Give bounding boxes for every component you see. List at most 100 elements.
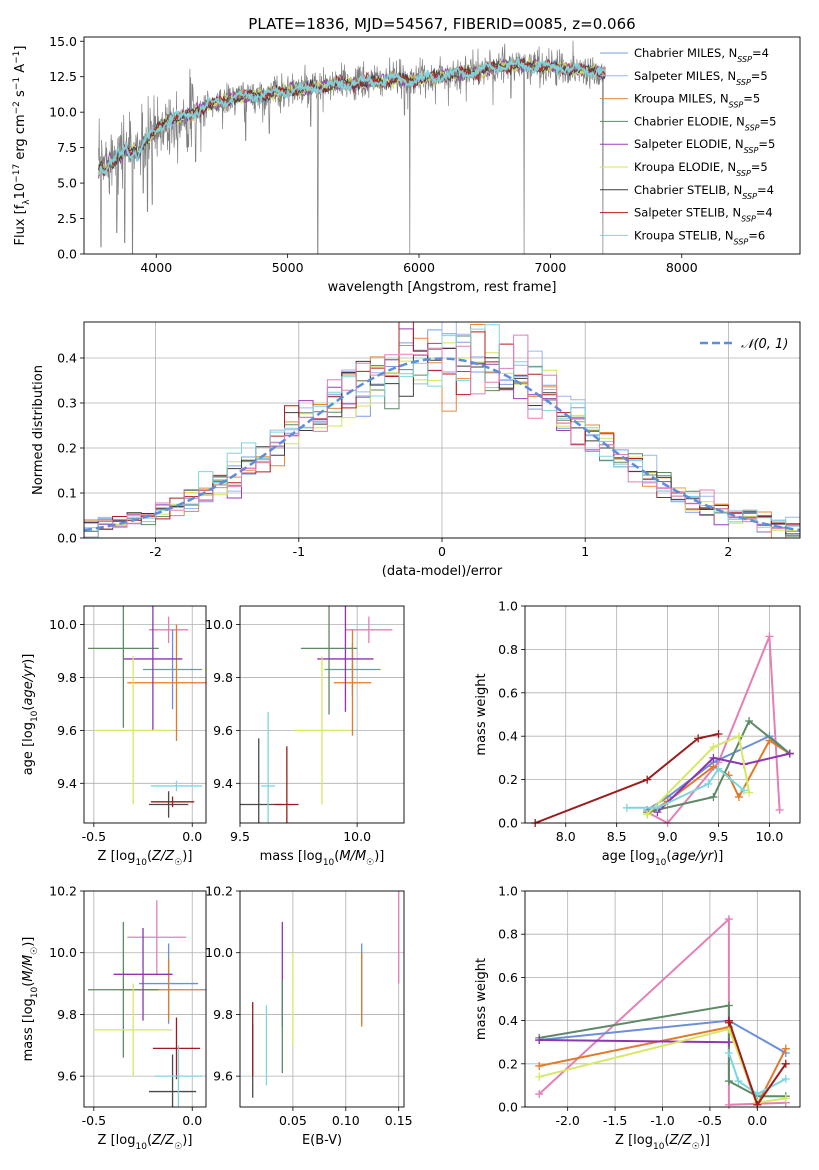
x-axis-label: E(B-V) — [302, 1133, 342, 1148]
x-tick-label: 0 — [438, 544, 446, 559]
axes-frame — [239, 605, 405, 824]
data-point-marker — [709, 792, 718, 801]
legend-label: Kroupa STELIB, NSSP=6 — [634, 228, 765, 246]
y-tick-label: 7.5 — [57, 140, 77, 155]
spectrum-model-line — [98, 57, 606, 179]
data-point-marker — [709, 743, 718, 752]
series-line — [727, 1052, 787, 1096]
legend-label: Salpeter MILES, NSSP=5 — [634, 69, 768, 87]
gaussian-curve — [83, 357, 801, 532]
x-tick-label: 5000 — [272, 260, 304, 275]
x-tick-label: 4000 — [140, 260, 172, 275]
data-point-marker — [709, 762, 718, 771]
y-tick-label: 10.0 — [205, 945, 233, 960]
x-tick-label: 10.0 — [343, 829, 371, 844]
spectrum-panel: 4000 5000 6000 7000 8000 0.0 2.5 5.0 7.5 10.0 12.5… — [12, 34, 801, 295]
y-tick-label: 1.0 — [498, 884, 518, 899]
data-point-marker — [724, 1016, 733, 1025]
legend-label: Kroupa MILES, NSSP=5 — [634, 92, 760, 110]
data-point-marker — [724, 1038, 733, 1047]
y-axis-label: mass [log10(M/M☉)] — [21, 937, 40, 1062]
x-tick-label: 0.0 — [182, 829, 202, 844]
y-tick-label: 10.2 — [49, 884, 77, 899]
y-tick-label: 15.0 — [49, 34, 77, 49]
y-tick-label: 9.8 — [57, 1007, 77, 1022]
data-point-marker — [709, 753, 718, 762]
data-point-marker — [785, 749, 794, 758]
data-point-marker — [694, 734, 703, 743]
y-tick-label: 10.0 — [49, 617, 77, 632]
data-point-marker — [724, 1049, 733, 1057]
axes-frame — [524, 890, 801, 1108]
y-tick-label: 0.6 — [498, 970, 518, 985]
x-axis-label: Z [log10(Z/Z☉)] — [98, 849, 193, 868]
x-tick-label: 8.5 — [607, 829, 627, 844]
x-axis-label: (data-model)/error — [382, 564, 503, 579]
series-line — [646, 734, 751, 816]
legend-label: Salpeter ELODIE, NSSP=5 — [634, 137, 775, 155]
y-tick-label: 9.4 — [57, 776, 77, 791]
data-point-marker — [781, 1094, 790, 1103]
x-axis-label: Z [log10(Z/Z☉)] — [98, 1133, 193, 1152]
series-line — [538, 1028, 786, 1104]
x-tick-label: 9.0 — [658, 829, 678, 844]
y-tick-label: 10.0 — [205, 617, 233, 632]
y-tick-label: 0.1 — [57, 486, 77, 501]
y-tick-label: 0.0 — [57, 247, 77, 262]
y-tick-label: 0.2 — [57, 441, 77, 456]
x-tick-label: -1.0 — [650, 1113, 674, 1128]
figure-title: PLATE=1836, MJD=54567, FIBERID=0085, z=0… — [248, 15, 635, 33]
x-tick-label: -2 — [149, 544, 161, 559]
y-axis-label: mass weight — [474, 958, 489, 1040]
data-point-marker — [724, 1077, 733, 1086]
mass-vs-metallicity-panel: -0.5 0.0 9.6 9.8 10.0 10.2 Z [log10(Z/Z☉)] mass… — [21, 884, 207, 1152]
y-tick-label: 0.0 — [57, 531, 77, 546]
data-point-marker — [765, 632, 774, 641]
residuals-panel: -2 -1 0 1 2 0.0 0.1 0.2 0.3 0.4 (data-model)/error… — [31, 321, 801, 579]
x-tick-label: 0.10 — [332, 1113, 360, 1128]
x-tick-label: 6000 — [403, 260, 435, 275]
age-vs-mass-panel: 9.5 10.0 9.4 9.6 9.8 10.0 mass [log10(M/M☉)] — [205, 605, 405, 868]
y-axis-label: Normed distribution — [31, 365, 46, 495]
data-point-marker — [704, 779, 713, 788]
x-axis-label: mass [log10(M/M☉)] — [260, 849, 385, 868]
y-tick-label: 9.8 — [57, 670, 77, 685]
x-tick-label: 0.15 — [385, 1113, 413, 1128]
y-tick-label: 0.0 — [498, 816, 518, 831]
axes-frame — [83, 605, 207, 824]
y-tick-label: 0.8 — [498, 927, 518, 942]
y-tick-label: 0.0 — [498, 1100, 518, 1115]
data-point-marker — [739, 786, 748, 795]
y-tick-label: 0.8 — [498, 642, 518, 657]
y-tick-label: 10.0 — [49, 105, 77, 120]
x-tick-label: 9.5 — [230, 829, 250, 844]
data-point-marker — [734, 1077, 743, 1086]
x-tick-label: 0.0 — [182, 1113, 202, 1128]
data-point-marker — [724, 1100, 733, 1109]
data-point-marker — [753, 1100, 762, 1109]
series-line — [656, 752, 791, 813]
series-line — [539, 1039, 729, 1044]
data-point-marker — [781, 1059, 790, 1068]
data-point-marker — [714, 764, 723, 773]
x-tick-label: -1.5 — [603, 1113, 627, 1128]
legend-label: Chabrier MILES, NSSP=4 — [634, 46, 769, 64]
axes-frame — [83, 890, 207, 1108]
data-point-marker — [745, 788, 754, 797]
y-tick-label: 9.4 — [213, 776, 233, 791]
y-tick-label: 5.0 — [57, 176, 77, 191]
y-tick-label: 1.0 — [498, 599, 518, 614]
spectrum-model-line — [98, 55, 607, 177]
x-tick-label: 0.05 — [279, 1113, 307, 1128]
legend-label: Chabrier ELODIE, NSSP=5 — [634, 114, 776, 131]
y-axis-label: mass weight — [474, 673, 489, 755]
spectrum-model-line — [98, 57, 606, 176]
data-point-marker — [535, 1061, 544, 1070]
x-tick-label: 8.0 — [556, 829, 576, 844]
histogram-step-line — [84, 334, 800, 533]
legend-label: 𝒩(0, 1) — [741, 337, 788, 352]
axes-frame — [83, 36, 801, 255]
histogram-step-line — [84, 324, 800, 538]
y-tick-label: 0.4 — [498, 729, 518, 744]
x-axis-label: wavelength [Angstrom, rest frame] — [328, 280, 557, 295]
